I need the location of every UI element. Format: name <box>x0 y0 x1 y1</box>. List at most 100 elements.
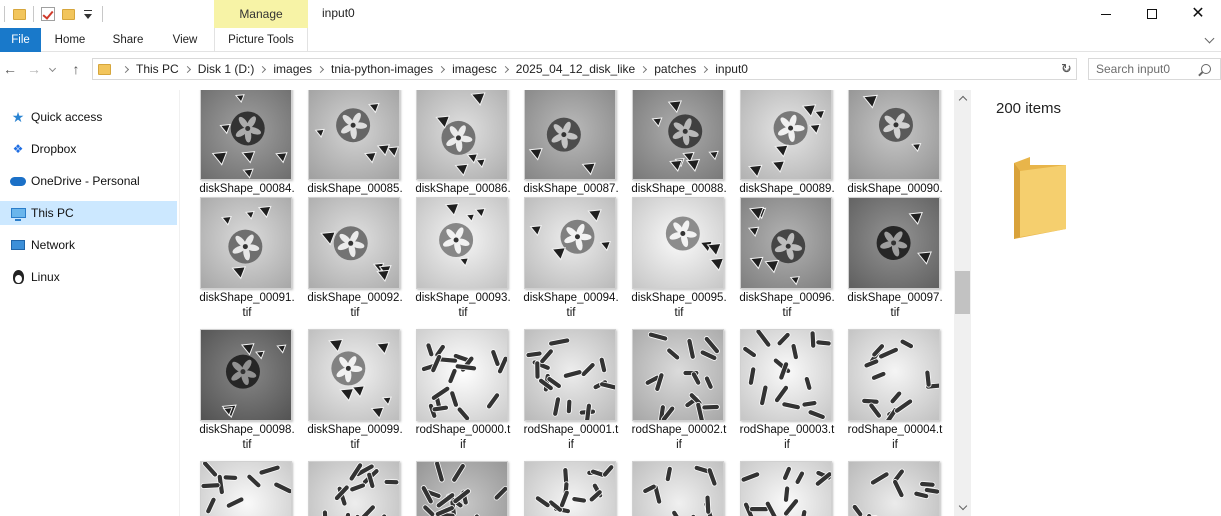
file-item[interactable] <box>406 461 510 516</box>
tab-picture-tools[interactable]: Picture Tools <box>214 28 308 52</box>
breadcrumb-imagesc[interactable]: imagesc <box>452 62 497 76</box>
file-thumbnail <box>848 197 940 289</box>
file-item[interactable] <box>838 461 942 516</box>
file-name-line: tif <box>890 307 900 319</box>
file-name-line: tif <box>458 307 468 319</box>
chevron-right-icon[interactable] <box>438 65 446 73</box>
chevron-right-icon[interactable] <box>501 65 509 73</box>
file-item[interactable]: diskShape_00095. tif <box>622 197 727 323</box>
maximize-button[interactable] <box>1129 0 1175 28</box>
file-item[interactable]: diskShape_00096. tif <box>730 197 835 323</box>
refresh-button[interactable]: ↻ <box>1057 58 1077 80</box>
file-item[interactable]: rodShape_00000.t if <box>406 329 510 455</box>
tab-share[interactable]: Share <box>112 34 144 46</box>
close-icon: ✕ <box>1191 5 1205 22</box>
file-item[interactable]: diskShape_00089.tif <box>730 90 835 214</box>
chevron-right-icon[interactable] <box>640 65 648 73</box>
file-item[interactable]: diskShape_00092. tif <box>298 197 403 323</box>
file-item[interactable]: diskShape_00086.tif <box>406 90 511 214</box>
new-folder-icon[interactable] <box>58 4 78 24</box>
file-item[interactable]: diskShape_00091. tif <box>190 197 295 323</box>
file-thumbnail <box>740 461 832 516</box>
file-item[interactable] <box>622 461 726 516</box>
file-name-line: if <box>892 439 898 451</box>
scroll-up-button[interactable] <box>954 90 971 107</box>
close-button[interactable]: ✕ <box>1175 0 1221 28</box>
breadcrumb-tnia-python-images[interactable]: tnia-python-images <box>331 62 434 76</box>
file-name: rodShape_00000.t if <box>406 423 520 453</box>
tab-view[interactable]: View <box>172 34 198 46</box>
arrow-left-icon: ← <box>3 61 17 77</box>
file-item[interactable]: diskShape_00087.tif <box>514 90 619 214</box>
customize-dropdown-icon[interactable] <box>78 4 98 24</box>
file-item[interactable]: diskShape_00088.tif <box>622 90 727 214</box>
scrollbar-thumb[interactable] <box>955 271 970 314</box>
file-item[interactable] <box>190 461 294 516</box>
tab-file[interactable]: File <box>0 28 41 52</box>
up-button[interactable]: ↑ <box>66 59 86 79</box>
file-thumbnail <box>524 461 616 516</box>
sidebar-item-linux[interactable]: Linux <box>0 265 177 289</box>
forward-button[interactable]: → <box>24 59 44 79</box>
address-bar[interactable]: This PC Disk 1 (D:) images tnia-python-i… <box>92 58 1077 80</box>
chevron-right-icon[interactable] <box>183 65 191 73</box>
file-list[interactable]: diskShape_00084.tifdiskShape_00085.tifdi… <box>190 90 950 516</box>
file-name-line: tif <box>350 307 360 319</box>
file-name-line: if <box>676 439 682 451</box>
chevron-right-icon[interactable] <box>259 65 267 73</box>
chevron-right-icon[interactable] <box>701 65 709 73</box>
file-item[interactable]: diskShape_00097. tif <box>838 197 943 323</box>
file-item[interactable]: rodShape_00001.t if <box>514 329 618 455</box>
recent-locations-button[interactable] <box>46 59 58 79</box>
breadcrumb-disk-like[interactable]: 2025_04_12_disk_like <box>515 62 636 76</box>
breadcrumb-images[interactable]: images <box>273 62 313 76</box>
file-item[interactable]: diskShape_00085.tif <box>298 90 403 214</box>
sidebar-item-quick-access[interactable]: ★ Quick access <box>0 105 177 129</box>
file-name-line: diskShape_00096. <box>739 292 835 304</box>
file-item[interactable]: rodShape_00003.t if <box>730 329 834 455</box>
scroll-down-button[interactable] <box>954 499 971 516</box>
sidebar-item-dropbox[interactable]: ❖ Dropbox <box>0 137 177 161</box>
file-item[interactable] <box>514 461 618 516</box>
file-name: diskShape_00092. tif <box>298 291 412 321</box>
file-item[interactable] <box>298 461 402 516</box>
file-thumbnail <box>416 329 508 421</box>
file-item[interactable]: diskShape_00098. tif <box>190 329 295 455</box>
file-item[interactable]: diskShape_00084.tif <box>190 90 295 214</box>
breadcrumb-this-pc[interactable]: This PC <box>136 62 179 76</box>
search-input[interactable] <box>1089 60 1199 78</box>
manage-context-tab[interactable]: Manage <box>214 0 308 28</box>
file-name-line: diskShape_00084. <box>199 183 295 195</box>
file-item[interactable]: rodShape_00002.t if <box>622 329 726 455</box>
file-thumbnail <box>848 461 940 516</box>
file-item[interactable]: diskShape_00090.tif <box>838 90 943 214</box>
file-name: diskShape_00091. tif <box>190 291 304 321</box>
tab-home[interactable]: Home <box>54 34 86 46</box>
search-box[interactable] <box>1088 58 1221 80</box>
breadcrumb-input0[interactable]: input0 <box>715 62 748 76</box>
file-item[interactable]: diskShape_00093. tif <box>406 197 511 323</box>
file-name: diskShape_00096. tif <box>730 291 844 321</box>
title-bar: Manage input0 ✕ <box>0 0 1221 28</box>
sidebar-item-onedrive[interactable]: OneDrive - Personal <box>0 169 177 193</box>
vertical-scrollbar[interactable] <box>954 90 971 516</box>
file-item[interactable]: rodShape_00004.t if <box>838 329 942 455</box>
file-name-line: diskShape_00091. <box>199 292 295 304</box>
expand-ribbon-button[interactable] <box>1201 32 1217 48</box>
chevron-right-icon[interactable] <box>121 65 130 73</box>
back-button[interactable]: ← <box>0 59 20 79</box>
minimize-button[interactable] <box>1083 0 1129 28</box>
file-item[interactable]: diskShape_00094. tif <box>514 197 619 323</box>
chevron-right-icon[interactable] <box>317 65 325 73</box>
breadcrumb-patches[interactable]: patches <box>654 62 697 76</box>
folder-icon[interactable] <box>9 4 29 24</box>
sidebar-item-network[interactable]: Network <box>0 233 177 257</box>
file-name-line: if <box>460 439 466 451</box>
properties-check-icon[interactable] <box>38 4 58 24</box>
search-icon[interactable] <box>1201 64 1211 74</box>
file-item[interactable]: diskShape_00099. tif <box>298 329 403 455</box>
breadcrumb-disk[interactable]: Disk 1 (D:) <box>197 62 255 76</box>
file-item[interactable] <box>730 461 834 516</box>
sidebar-item-this-pc[interactable]: This PC <box>0 201 177 225</box>
chevron-down-icon <box>958 501 967 511</box>
